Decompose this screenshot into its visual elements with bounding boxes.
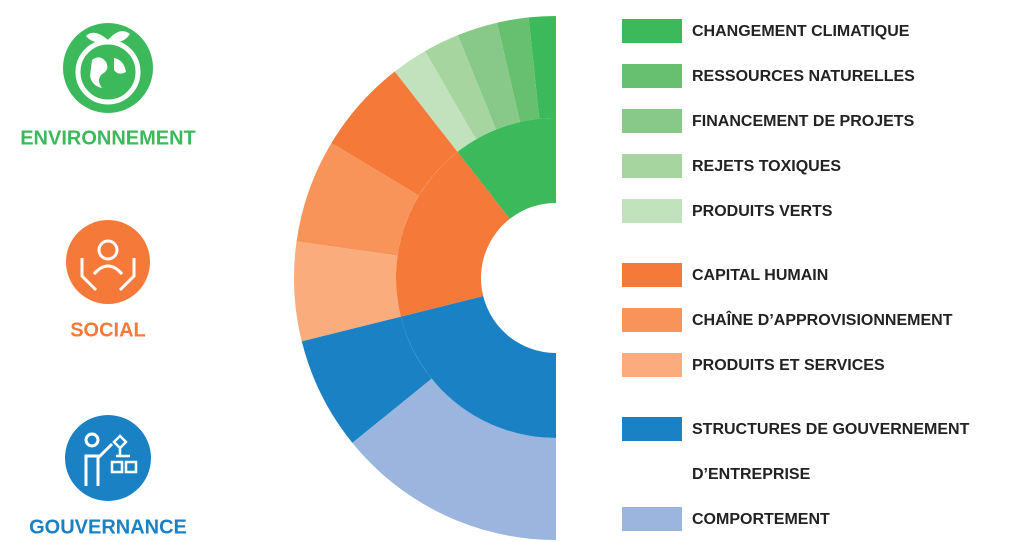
icon-social <box>66 220 150 304</box>
legend-swatch <box>622 263 682 287</box>
legend: CHANGEMENT CLIMATIQUE RESSOURCES NATURELL… <box>622 9 1022 542</box>
legend-label: FINANCEMENT DE PROJETS <box>692 113 915 130</box>
legend-swatch <box>622 199 682 223</box>
outer-segment <box>497 17 540 123</box>
legend-label: CHAÎNE D’APPROVISIONNEMENT <box>692 312 953 329</box>
outer-segment <box>294 241 401 342</box>
legend-label: PRODUITS VERTS <box>692 203 833 220</box>
outer-segment <box>528 16 556 119</box>
legend-swatch <box>622 308 682 332</box>
outer-segment <box>457 22 521 130</box>
legend-label: RESSOURCES NATURELLES <box>692 68 915 85</box>
icon-environment <box>63 23 153 113</box>
legend-swatch <box>622 353 682 377</box>
legend-item: CHANGEMENT CLIMATIQUE <box>622 9 1022 54</box>
legend-swatch <box>622 64 682 88</box>
legend-label: CHANGEMENT CLIMATIQUE <box>692 23 910 40</box>
legend-item: REJETS TOXIQUES <box>622 144 1022 189</box>
outer-segment <box>394 51 476 152</box>
legend-swatch <box>622 417 682 441</box>
legend-swatch <box>622 19 682 43</box>
legend-item: CHAÎNE D’APPROVISIONNEMENT <box>622 298 1022 343</box>
group-label: ENVIRONNEMENT <box>20 127 196 149</box>
legend-item: PRODUITS ET SERVICES <box>622 343 1022 388</box>
legend-swatch <box>622 109 682 133</box>
inner-segment <box>400 296 556 438</box>
legend-label: COMPORTEMENT <box>692 511 830 528</box>
inner-segment <box>457 118 556 219</box>
legend-swatch <box>622 507 682 531</box>
legend-label: REJETS TOXIQUES <box>692 158 842 175</box>
outer-segment <box>352 378 556 540</box>
legend-item: FINANCEMENT DE PROJETS <box>622 99 1022 144</box>
outer-segment <box>331 71 458 196</box>
legend-label: STRUCTURES DE GOUVERNEMENT D’ENTREPRISE <box>692 421 970 483</box>
icon-governance <box>65 415 151 501</box>
inner-segment <box>396 151 510 317</box>
outer-segment <box>301 316 432 443</box>
legend-swatch <box>622 154 682 178</box>
legend-label: CAPITAL HUMAIN <box>692 267 829 284</box>
legend-item: CAPITAL HUMAIN <box>622 253 1022 298</box>
group-label: SOCIAL <box>70 319 146 341</box>
legend-item: RESSOURCES NATURELLES <box>622 54 1022 99</box>
outer-segment <box>296 143 419 256</box>
legend-item: PRODUITS VERTS <box>622 189 1022 234</box>
legend-item: STRUCTURES DE GOUVERNEMENT D’ENTREPRISE <box>622 407 1022 497</box>
legend-item: COMPORTEMENT <box>622 497 1022 542</box>
legend-label: PRODUITS ET SERVICES <box>692 357 885 374</box>
outer-segment <box>425 35 497 140</box>
group-label: GOUVERNANCE <box>29 516 187 538</box>
